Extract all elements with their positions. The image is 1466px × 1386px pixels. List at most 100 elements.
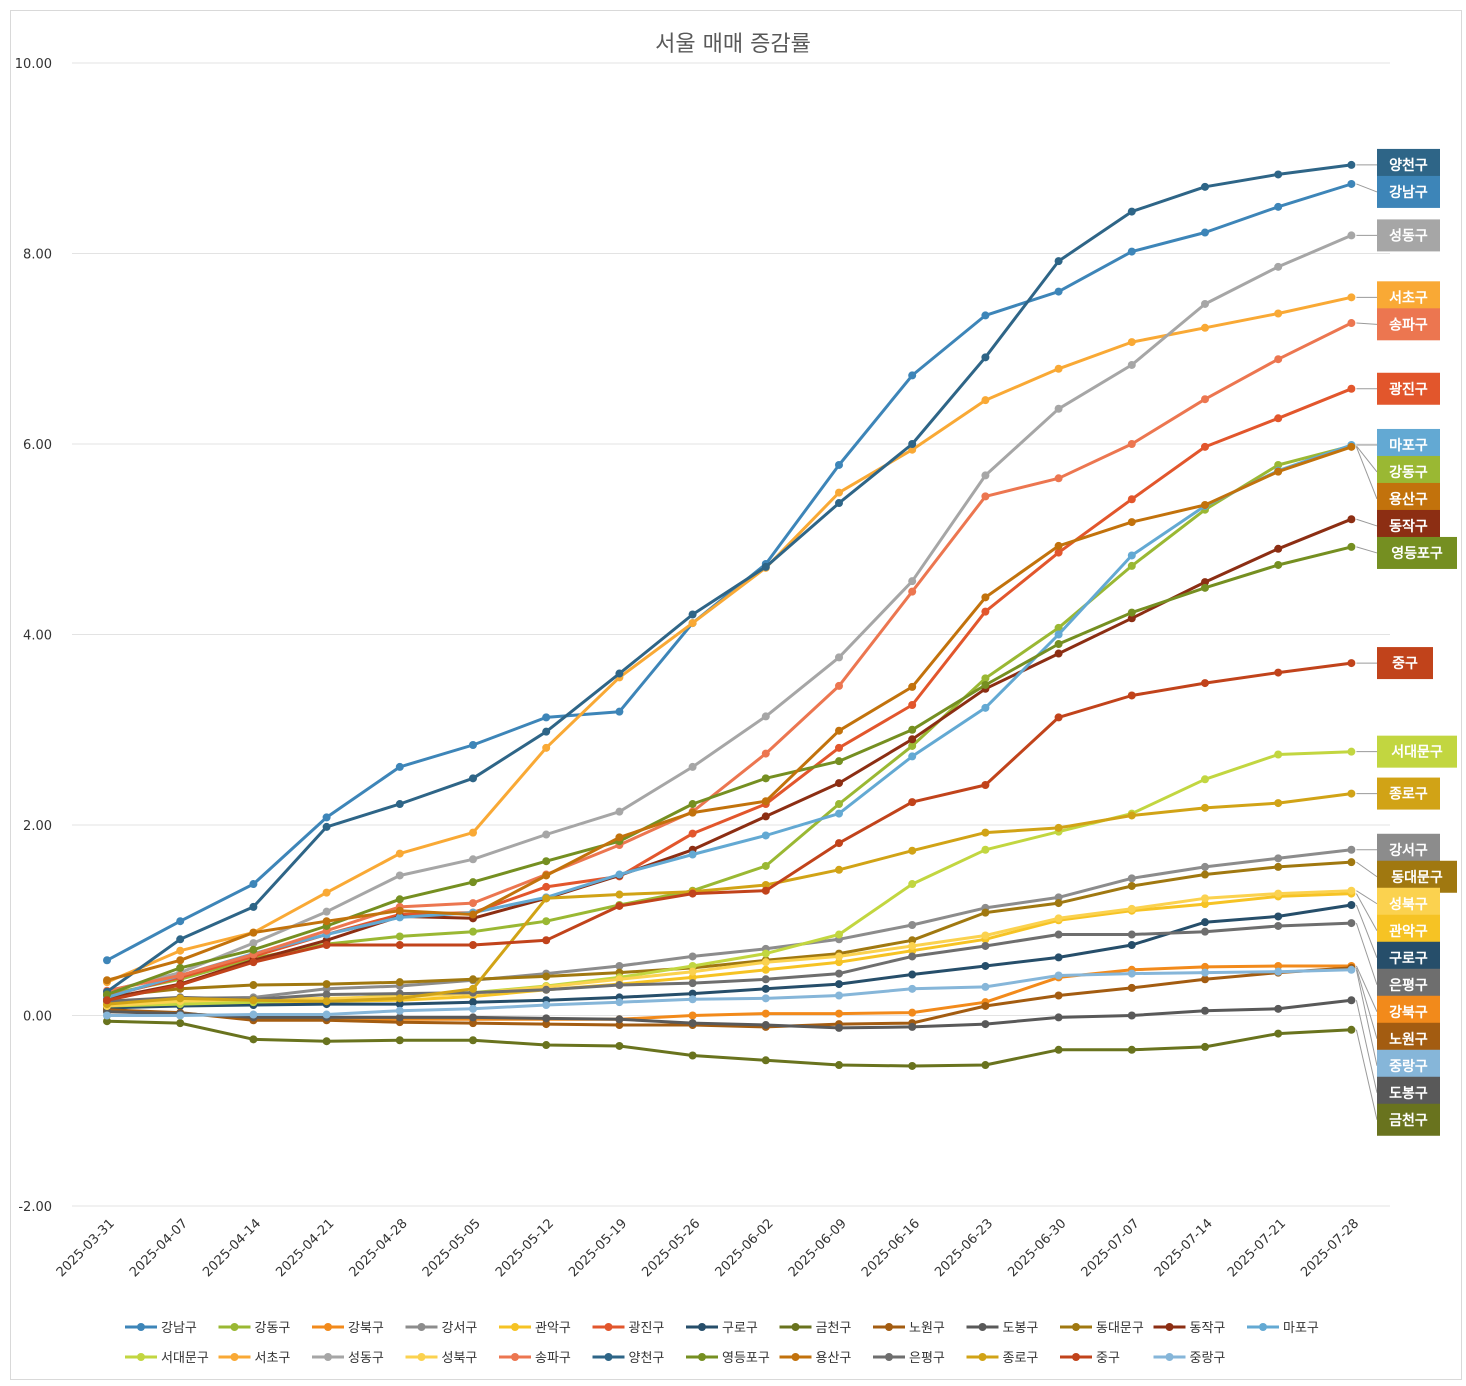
- end-label-box: [1377, 995, 1440, 1028]
- series-line: [105, 443, 1353, 999]
- data-point: [1127, 561, 1136, 570]
- y-tick-label: -2.00: [18, 1200, 52, 1215]
- data-point: [395, 1036, 404, 1045]
- data-point: [1201, 803, 1209, 812]
- data-point: [1347, 231, 1356, 240]
- legend-item-성북구: 성북구: [405, 1351, 478, 1366]
- data-point: [761, 562, 770, 571]
- data-point: [761, 812, 770, 821]
- legend-label: 영등포구: [722, 1351, 770, 1366]
- data-point: [981, 1020, 990, 1029]
- series-강동구: [103, 441, 1356, 999]
- data-point: [176, 935, 185, 944]
- data-point: [103, 990, 111, 999]
- data-point: [688, 1011, 697, 1020]
- data-point: [1274, 355, 1283, 364]
- data-point: [908, 577, 917, 586]
- data-point: [1274, 750, 1283, 759]
- legend-label: 동작구: [1190, 1321, 1226, 1336]
- data-point: [1274, 967, 1283, 976]
- data-point: [761, 1056, 770, 1065]
- series-성동구: [103, 231, 1356, 996]
- data-point: [835, 1023, 843, 1032]
- end-label: 서대문구: [1391, 745, 1443, 761]
- x-tick-label: 2025-05-05: [420, 1216, 484, 1280]
- end-label-box: [1377, 860, 1457, 893]
- data-point: [1127, 207, 1136, 216]
- data-point: [469, 975, 477, 984]
- data-point: [103, 1017, 111, 1026]
- data-point: [1201, 182, 1209, 191]
- data-point: [615, 807, 624, 816]
- data-point: [981, 396, 990, 405]
- end-label-box: [1377, 1076, 1440, 1109]
- legend-item-송파구: 송파구: [499, 1351, 571, 1366]
- legend-swatch-dot: [978, 1323, 987, 1331]
- data-point: [688, 967, 697, 976]
- data-point: [1347, 659, 1356, 668]
- legend-item-동대문구: 동대문구: [1060, 1321, 1144, 1336]
- data-point: [1347, 965, 1356, 974]
- end-label: 성동구: [1389, 228, 1428, 244]
- data-point: [1347, 179, 1356, 188]
- data-point: [688, 610, 697, 619]
- leader-line: [1355, 893, 1378, 932]
- data-point: [1201, 894, 1209, 903]
- data-point: [835, 809, 843, 818]
- data-point: [615, 669, 624, 678]
- legend-label: 성북구: [442, 1351, 478, 1366]
- legend-label: 광진구: [629, 1321, 665, 1336]
- legend-swatch-dot: [417, 1323, 426, 1331]
- data-point: [249, 880, 258, 889]
- leader-line: [1355, 904, 1378, 958]
- data-point: [688, 952, 697, 961]
- chart-frame: [10, 10, 1462, 1380]
- end-label: 송파구: [1389, 317, 1428, 333]
- data-point: [981, 845, 990, 854]
- end-label: 강서구: [1389, 842, 1428, 859]
- leader-line: [1355, 1029, 1378, 1120]
- data-point: [469, 855, 477, 864]
- data-point: [542, 830, 551, 839]
- data-point: [1127, 930, 1136, 939]
- x-tick-label: 2025-05-19: [566, 1216, 630, 1280]
- legend-swatch-dot: [417, 1353, 426, 1361]
- data-point: [542, 972, 551, 981]
- data-point: [981, 1001, 990, 1010]
- x-tick-label: 2025-07-07: [1079, 1216, 1143, 1280]
- data-point: [908, 587, 917, 596]
- series-lines: [103, 160, 1356, 1070]
- legend-label: 동대문구: [1096, 1321, 1144, 1336]
- end-label: 성북구: [1389, 897, 1428, 913]
- series-line: [105, 848, 1353, 1003]
- data-point: [835, 952, 843, 961]
- data-point: [1274, 912, 1283, 921]
- data-point: [908, 798, 917, 807]
- legend-swatch-dot: [604, 1353, 613, 1361]
- data-point: [688, 800, 697, 809]
- data-point: [1127, 811, 1136, 820]
- end-label: 영등포구: [1391, 545, 1443, 562]
- data-point: [1274, 467, 1283, 476]
- x-tick-label: 2025-06-30: [1005, 1216, 1069, 1280]
- y-tick-label: 8.00: [23, 248, 52, 263]
- data-point: [688, 850, 697, 859]
- data-point: [1054, 541, 1063, 550]
- data-point: [1127, 904, 1136, 913]
- data-point: [176, 994, 185, 1003]
- data-point: [981, 680, 990, 689]
- series-line: [105, 968, 1353, 1017]
- data-point: [981, 492, 990, 501]
- data-point: [1054, 364, 1063, 373]
- leader-line: [1355, 922, 1378, 985]
- legend-item-영등포구: 영등포구: [686, 1351, 770, 1366]
- data-point: [249, 1035, 258, 1044]
- data-point: [835, 757, 843, 766]
- end-label-box: [1377, 428, 1440, 461]
- data-point: [395, 871, 404, 880]
- end-label: 중랑구: [1389, 1059, 1428, 1075]
- series-마포구: [103, 440, 1356, 1002]
- data-point: [981, 931, 990, 940]
- y-axis-ticks: 10.00 8.00 6.00 4.00 2.00 0.00 -2.00: [15, 57, 52, 1215]
- data-point: [1274, 854, 1283, 863]
